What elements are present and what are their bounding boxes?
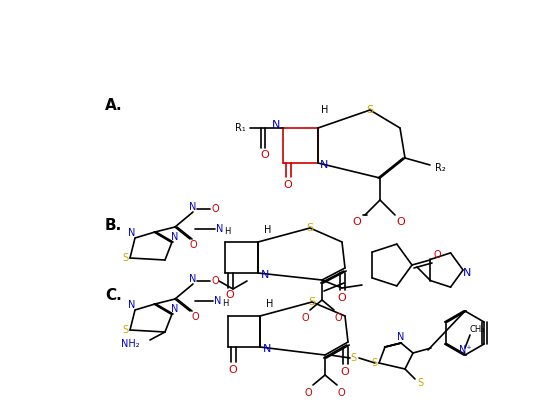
Text: H: H [222, 299, 228, 309]
Text: S: S [122, 253, 128, 263]
Text: N: N [189, 202, 197, 212]
Text: S: S [417, 378, 423, 388]
Text: N: N [320, 160, 328, 170]
Text: S: S [350, 353, 356, 363]
Text: N: N [261, 270, 270, 280]
Text: N: N [263, 344, 271, 354]
Text: S: S [309, 297, 316, 307]
Text: B.: B. [105, 218, 122, 233]
Text: H: H [265, 225, 272, 235]
Text: O: O [284, 180, 293, 190]
Text: O: O [340, 367, 349, 377]
Text: S: S [122, 325, 128, 335]
Text: N: N [272, 120, 280, 130]
Text: O: O [433, 250, 441, 260]
Text: N: N [128, 300, 136, 310]
Text: O: O [191, 312, 199, 322]
Text: H: H [266, 299, 274, 309]
Text: O: O [304, 388, 312, 398]
Text: N: N [397, 332, 405, 342]
Text: CH₃: CH₃ [469, 325, 485, 335]
Text: O: O [334, 313, 342, 323]
Text: N: N [171, 304, 179, 314]
Text: N: N [189, 274, 197, 284]
Text: O: O [397, 217, 405, 227]
Text: O: O [338, 293, 346, 303]
Text: N: N [216, 224, 224, 234]
Text: O: O [226, 290, 234, 300]
Text: O: O [337, 388, 345, 398]
Text: NH₂: NH₂ [122, 339, 140, 349]
Text: O: O [211, 204, 219, 214]
Text: S: S [371, 358, 377, 368]
Text: N: N [463, 268, 471, 278]
Text: S: S [306, 223, 313, 233]
Text: O: O [353, 217, 361, 227]
Text: N: N [171, 232, 179, 242]
Text: O: O [229, 365, 238, 375]
Text: O: O [301, 313, 309, 323]
Text: O: O [189, 240, 197, 250]
Text: H: H [321, 105, 329, 115]
Text: O: O [261, 150, 270, 160]
Text: O: O [211, 276, 219, 286]
Text: N: N [128, 228, 136, 238]
Text: C.: C. [105, 287, 122, 302]
Text: R₂: R₂ [434, 163, 446, 173]
Text: N⁺: N⁺ [459, 345, 471, 355]
Text: N: N [214, 296, 222, 306]
Text: S: S [366, 105, 373, 115]
Text: A.: A. [105, 97, 123, 112]
Text: H: H [224, 228, 230, 237]
Text: R₁: R₁ [235, 123, 245, 133]
